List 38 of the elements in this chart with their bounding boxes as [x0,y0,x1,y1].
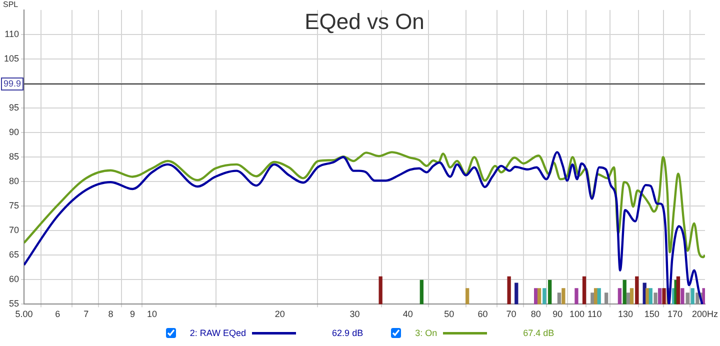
x-tick-label: 30 [350,309,360,320]
x-tick-label: 100 [570,309,585,320]
y-tick-label: 65 [9,250,20,260]
x-tick-label: 20 [274,309,285,320]
legend-label: 2: RAW EQed [190,328,246,338]
text: 67.4 dB [523,328,554,338]
y-tick-label: 75 [9,200,20,211]
x-tick-label: 170 [667,309,683,320]
text: 62.9 dB [332,328,364,338]
x-tick-label: 70 [506,309,516,320]
x-tick-label: 130 [618,309,633,320]
ref-line-label: 99.9 [3,78,22,89]
y-tick-label: 90 [9,127,20,138]
x-tick-label: 110 [587,309,602,320]
y-tick-label: 60 [9,274,20,284]
x-tick-label: 90 [552,309,563,320]
x-tick-label: 5.00 [15,309,33,320]
x-tick-label: 150 [644,309,660,320]
y-tick-label: 85 [9,152,20,162]
y-tick-label: 80 [9,176,20,186]
x-tick-label: 60 [478,309,488,320]
x-tick-label: 80 [530,309,541,320]
y-tick-label: 105 [4,54,20,64]
x-tick-label: 200Hz [692,309,718,320]
x-tick-label: 7 [84,309,89,320]
x-tick-label: 6 [55,309,60,320]
legend-label: 3: On [415,328,438,338]
x-tick-label: 10 [146,309,157,320]
y-tick-label: 55 [9,298,20,309]
x-tick-label: 9 [130,309,136,320]
x-tick-label: 8 [108,309,114,320]
y-tick-label: 70 [9,225,20,236]
x-tick-label: 40 [402,309,413,320]
chart-title: EQed vs On [304,9,424,34]
x-tick-label: 50 [444,309,454,320]
y-tick-label: 110 [4,29,20,39]
y-tick-label: 95 [9,102,20,113]
y-axis-title: SPL [3,0,19,10]
